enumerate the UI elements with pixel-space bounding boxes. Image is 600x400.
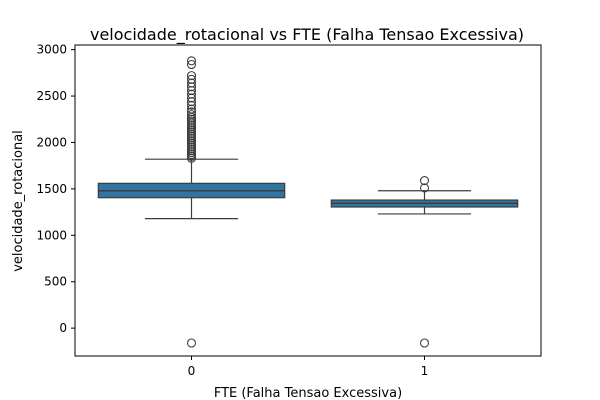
outlier-point	[186, 100, 197, 110]
outlier-point	[186, 97, 197, 107]
outlier-point	[186, 56, 197, 66]
outlier-point	[186, 104, 197, 114]
y-tick-label: 3000	[36, 43, 67, 57]
y-tick-label: 2500	[36, 89, 67, 103]
y-tick-label: 1500	[36, 182, 67, 196]
outlier-point	[186, 78, 197, 88]
outlier-point	[186, 89, 197, 99]
y-axis-label: velocidade_rotacional	[11, 130, 26, 272]
outlier-point	[419, 175, 430, 186]
y-axis: 0 500 1000 1500 2000 2500 3000	[36, 43, 75, 335]
outlier-point	[186, 93, 197, 103]
boxes	[97, 56, 519, 348]
outlier-point	[186, 338, 197, 348]
outlier-point	[186, 71, 197, 81]
outlier-point	[186, 85, 197, 96]
plot-area-frame	[74, 44, 542, 357]
outlier-point	[186, 110, 197, 120]
outlier-point	[186, 107, 197, 117]
y-tick-label: 1000	[36, 228, 67, 242]
outlier-point	[186, 74, 197, 84]
outlier-point	[419, 338, 430, 348]
outlier-point	[186, 59, 197, 70]
y-tick-label: 0	[59, 321, 67, 335]
x-axis-label: FTE (Falha Tensao Excessiva)	[214, 386, 402, 400]
x-tick-label: 1	[421, 364, 429, 378]
y-tick-label: 500	[44, 275, 67, 289]
y-tick-label: 2000	[36, 135, 67, 149]
chart-title: velocidade_rotacional vs FTE (Falha Tens…	[90, 25, 524, 45]
x-tick-label: 0	[188, 364, 196, 378]
outlier-point	[419, 183, 430, 193]
outlier-point	[186, 82, 197, 92]
